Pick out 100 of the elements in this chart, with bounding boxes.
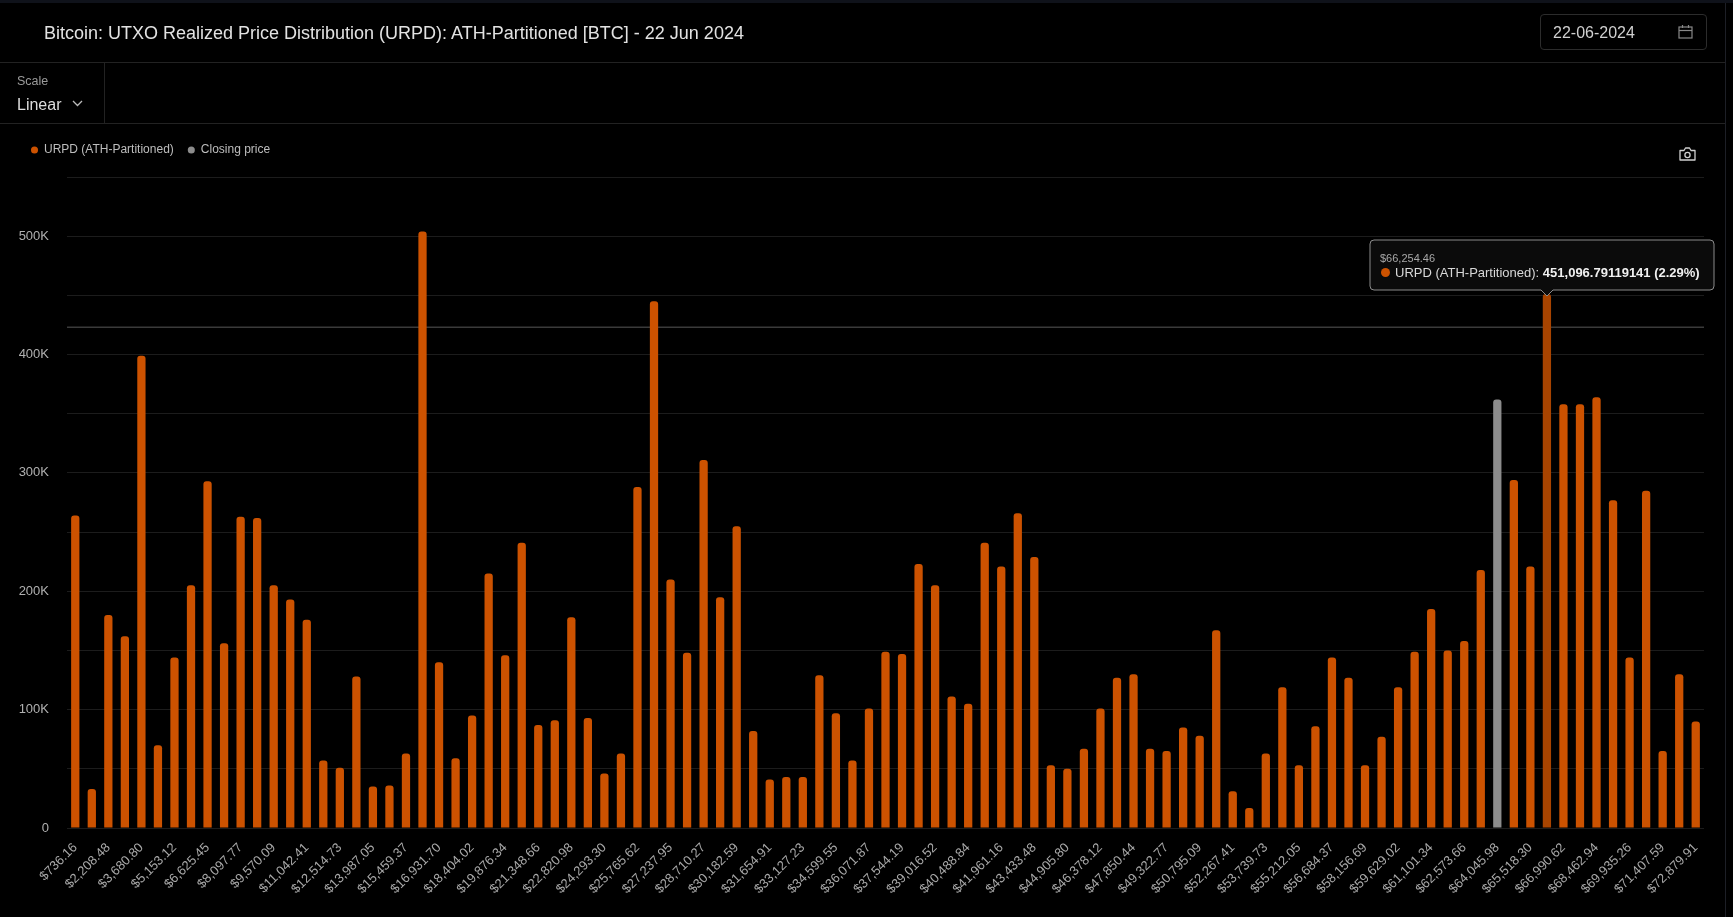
text: Linear (17, 95, 62, 114)
bar (1410, 651, 1419, 828)
bar (153, 745, 163, 828)
bar (1212, 630, 1221, 828)
bar (517, 542, 526, 828)
bar (864, 708, 874, 828)
bar (501, 655, 510, 828)
y-tick-label: 100K (18, 701, 50, 717)
y-tick-label: 0 (41, 819, 49, 835)
bar (1443, 650, 1452, 828)
bar (699, 459, 708, 828)
legend-label: Closing price (200, 142, 271, 157)
bar (1592, 397, 1601, 828)
bar (567, 617, 576, 828)
bar (352, 676, 361, 828)
bar (1327, 657, 1337, 828)
bar (1096, 708, 1105, 828)
bar (1476, 569, 1485, 828)
bar (1542, 294, 1552, 828)
bar (1179, 727, 1188, 828)
bar (1691, 721, 1700, 828)
bar (87, 788, 96, 828)
bar (1228, 791, 1237, 828)
bar (170, 657, 179, 828)
bar (1278, 687, 1287, 828)
bar (997, 566, 1006, 828)
bar (1129, 674, 1138, 828)
bar (1493, 399, 1502, 828)
bar (137, 355, 146, 828)
bar (782, 777, 791, 828)
bar (649, 301, 659, 828)
bar (269, 585, 278, 828)
bar (1526, 566, 1535, 828)
annotation: URPD (ATH-Partitioned): 451,096.79119141 (2.29%) (1395, 264, 1700, 281)
text: 22-06-2024 (1553, 23, 1635, 42)
bar (1608, 500, 1618, 828)
bar (1145, 748, 1155, 828)
bar (1195, 735, 1204, 828)
bar (368, 786, 378, 828)
bar (1294, 765, 1304, 828)
bar (467, 715, 477, 828)
bar (1377, 736, 1386, 828)
bar (1245, 807, 1254, 828)
bar (1675, 674, 1684, 828)
bar (451, 758, 460, 828)
bar (302, 619, 311, 828)
bar (1261, 753, 1270, 828)
bar (1509, 480, 1518, 828)
bar (1079, 748, 1089, 828)
bar (534, 725, 543, 828)
bar (1162, 751, 1171, 828)
bar (914, 564, 923, 828)
bar (401, 753, 411, 828)
legend-label: URPD (ATH-Partitioned) (44, 142, 174, 157)
bar (616, 753, 626, 828)
bar (765, 779, 774, 828)
bar (253, 517, 262, 828)
bar (385, 785, 394, 828)
bar (1641, 490, 1651, 828)
bar (848, 760, 857, 828)
bar (335, 767, 344, 828)
y-tick-label: 300K (18, 464, 50, 480)
bar (682, 652, 692, 828)
bar (1559, 404, 1568, 828)
y-tick-label: 500K (18, 227, 50, 243)
bar (716, 597, 725, 828)
y-tick-label: 400K (18, 346, 50, 362)
bar (1575, 404, 1585, 828)
bar (1311, 726, 1320, 828)
bar (666, 579, 675, 828)
bar (600, 773, 609, 828)
bar (550, 720, 559, 828)
bar (815, 675, 824, 828)
bar (1046, 765, 1055, 828)
bar (798, 777, 807, 828)
bar (583, 717, 592, 828)
bar (434, 662, 444, 828)
bar (1013, 513, 1022, 828)
bar (897, 654, 907, 828)
bar (71, 515, 80, 828)
bar (964, 703, 973, 828)
bar (633, 487, 642, 828)
text: Scale (17, 73, 49, 89)
bar (1344, 677, 1353, 828)
chart-title: Bitcoin: UTXO Realized Price Distribution (URPD): ATH-Partitioned [BTC] - 22 Jun 2024 (44, 22, 744, 45)
bar (203, 481, 212, 828)
bar (1460, 640, 1469, 828)
bar (1427, 609, 1436, 828)
bar (980, 542, 989, 828)
bar (186, 585, 196, 828)
bar (319, 760, 328, 828)
bar (732, 526, 741, 828)
bar (1360, 765, 1370, 828)
bar (1625, 657, 1634, 828)
bar (749, 730, 758, 828)
bar (1030, 556, 1039, 828)
bar (120, 636, 130, 828)
bar (947, 696, 956, 828)
bar (1112, 677, 1122, 828)
bar (286, 599, 295, 828)
